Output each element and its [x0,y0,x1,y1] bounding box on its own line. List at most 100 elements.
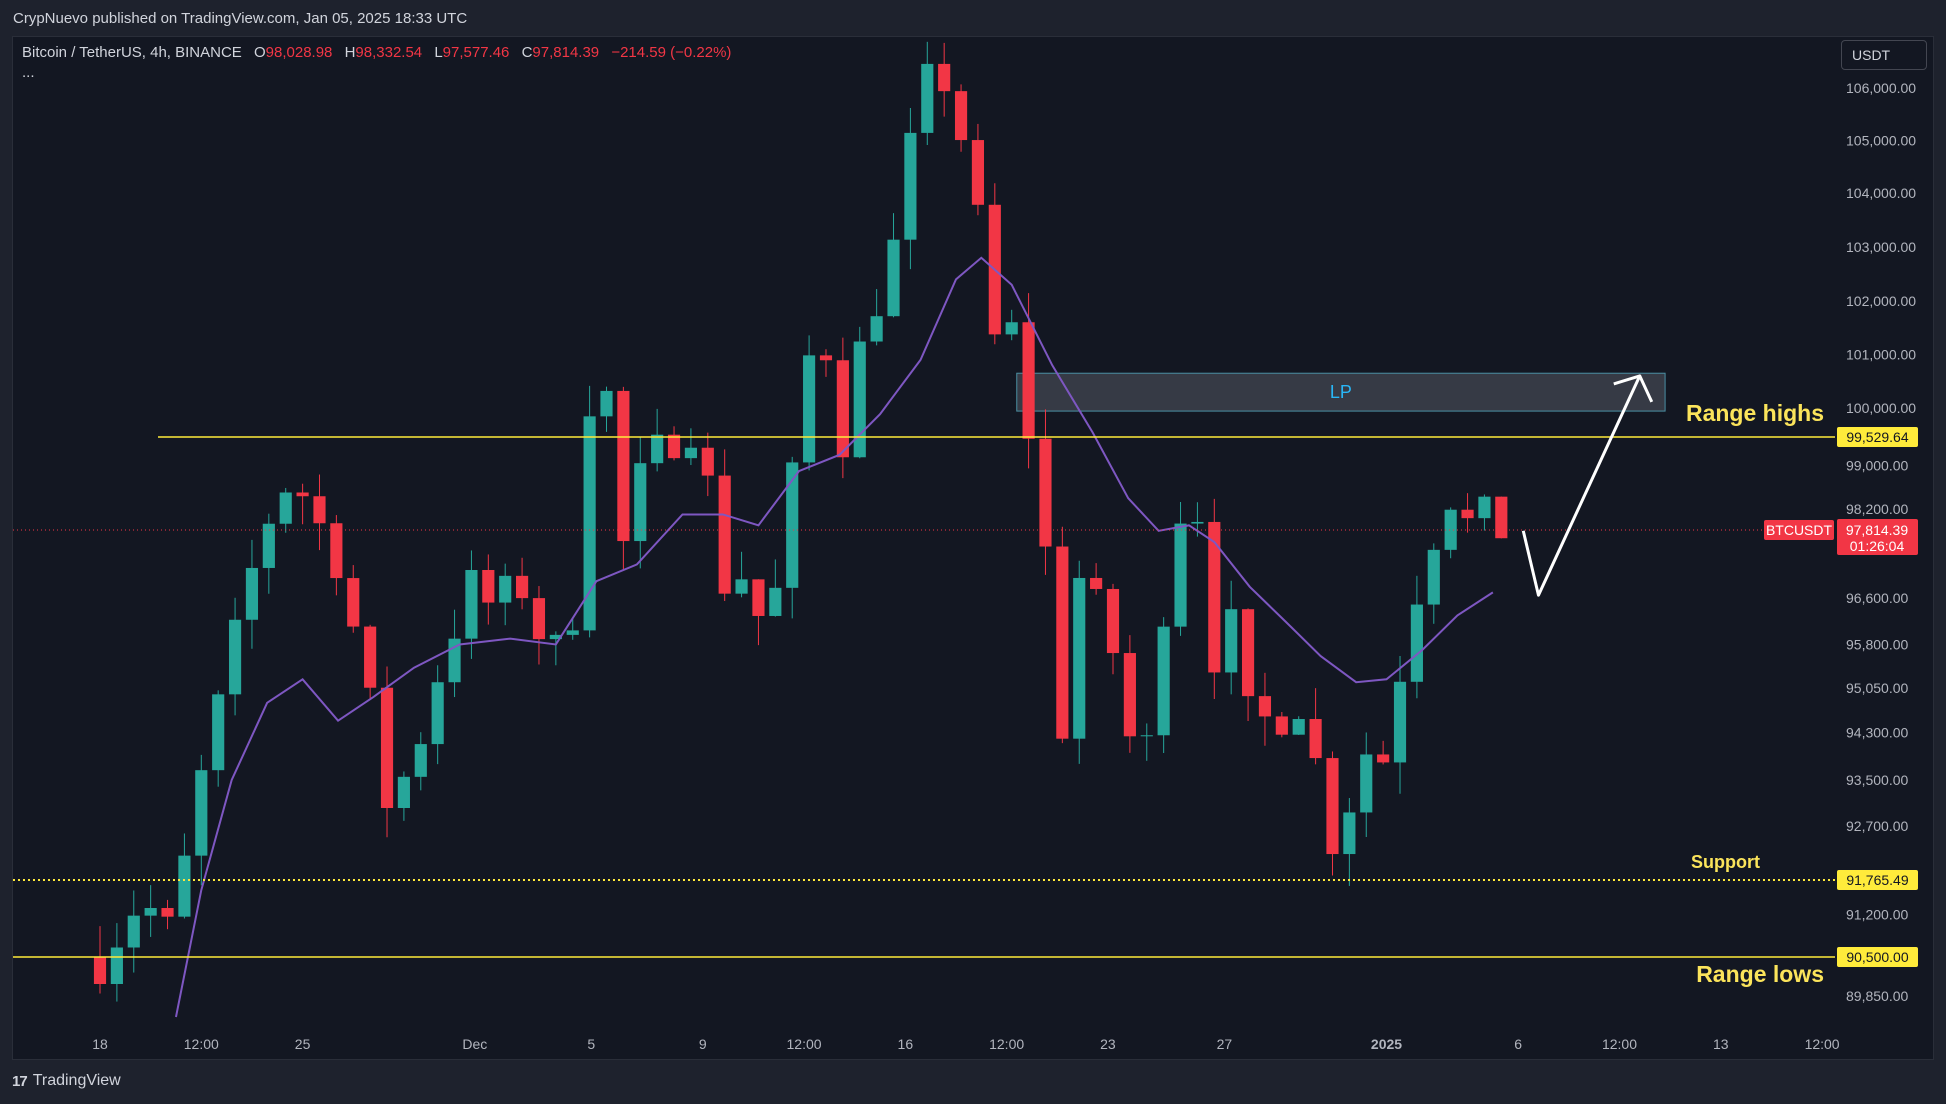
price-tick-label: 105,000.00 [1846,133,1916,149]
lp-zone [1016,372,1666,412]
candle-body [144,908,157,916]
candle-body [279,492,292,524]
time-tick-label: 25 [295,1036,311,1052]
candle-body [752,579,765,616]
ticker-tag-bg [1764,520,1834,540]
candle-body [853,341,866,458]
tradingview-logo-icon: 17 [12,1072,28,1090]
ticker-tag: BTCUSDT [1764,520,1834,540]
publish-banner: CrypNuevo published on TradingView.com, … [0,0,1946,36]
candle-body [1039,438,1052,547]
time-tick-label: 12:00 [787,1036,822,1052]
candle-body [617,390,630,542]
price-tick-label: 94,300.00 [1846,725,1908,741]
current-price-tag-bg [1837,519,1918,555]
candle-body [1157,626,1170,736]
symbol-title[interactable]: Bitcoin / TetherUS, 4h, BINANCE [22,44,242,61]
candle-body [1377,754,1390,763]
bar-countdown: 01:26:04 [1850,538,1905,554]
candle-body [1140,735,1153,737]
time-tick-label: 12:00 [1602,1036,1637,1052]
time-tick-label: 6 [1514,1036,1522,1052]
currency-unit-button[interactable]: USDT [1841,40,1927,70]
candle-body [1326,758,1339,855]
candle-body [701,447,714,476]
level-price-tag-text: 91,765.49 [1846,872,1908,888]
candle-body [1309,719,1322,759]
publish-text: CrypNuevo published on TradingView.com, … [13,10,468,27]
candle-body [364,626,377,688]
candle-body [921,63,934,133]
legend-more-button[interactable]: ... [22,64,35,81]
price-tick-label: 106,000.00 [1846,80,1916,96]
candle-body [583,416,596,631]
close-value: 97,814.39 [532,44,600,61]
candle-body [954,91,968,141]
candle-body [262,523,275,568]
price-tick-label: 98,200.00 [1846,501,1908,517]
price-tick-label: 95,800.00 [1846,636,1908,652]
price-tick-label: 99,000.00 [1846,458,1908,474]
time-tick-label: 27 [1217,1036,1233,1052]
price-tick-label: 89,850.00 [1846,988,1908,1004]
time-tick-label: 13 [1713,1036,1729,1052]
candle-body [465,569,478,639]
range-highs-annotation: Range highs [1686,400,1824,426]
candle-body [1208,521,1221,673]
candle-body [516,575,529,599]
low-label: L [434,44,443,61]
candle-body [482,569,495,603]
candle-body [786,462,799,588]
footer-brand[interactable]: 17 TradingView [12,1072,121,1090]
candle-body [1005,322,1018,335]
candle-body [887,239,900,317]
time-axis: 18 12:00 25 Dec 5 9 12:00 16 12:00 23 27 2025 6 12:00… [92,1036,1840,1052]
price-tick-label: 96,600.00 [1846,590,1908,606]
time-tick-label: 16 [898,1036,914,1052]
candle-body [212,694,225,771]
open-label: O [254,44,266,61]
time-tick-label: 9 [699,1036,707,1052]
open-value: 98,028.98 [265,44,333,61]
candle-body [971,140,985,205]
level-price-tag: 99,529.64 [1837,427,1918,447]
price-axis: 106,000.00 105,000.00 104,000.00 103,000.00… [1846,80,1916,1004]
candle-body [93,957,107,984]
candle-body [1275,716,1288,735]
candle-body [1022,322,1035,439]
candle-body [1393,681,1407,763]
candle-body [1191,521,1204,524]
candle-body [735,579,748,594]
candle-body [1056,546,1069,739]
high-value: 98,332.54 [355,44,423,61]
close-label: C [521,44,533,61]
change-value: −214.59 (−0.22%) [611,44,732,61]
price-tick-label: 93,500.00 [1846,772,1908,788]
level-price-tag: 90,500.00 [1837,947,1918,967]
price-tick-label: 102,000.00 [1846,293,1916,309]
time-tick-label: 18 [92,1036,108,1052]
candle-body [634,463,647,542]
candle-body [819,355,833,361]
candle-body [1106,588,1120,654]
candle-body [178,855,191,917]
candle-body [803,355,816,463]
candle-body [195,770,208,856]
support-annotation: Support [1691,852,1760,872]
level-price-tag-text: 90,500.00 [1846,949,1908,965]
candle-body [870,316,883,342]
candle-body [1478,496,1491,519]
time-tick-label: 2025 [1371,1036,1402,1052]
candle-body [380,687,394,808]
candle-body [1343,812,1356,855]
projection-path [1521,375,1642,597]
candle-body [566,630,579,635]
candle-body [1241,609,1255,697]
price-tick-label: 103,000.00 [1846,239,1916,255]
plot-area: LP Range highs Support Range lows [13,41,1835,1018]
moving-average-line [174,256,1494,1018]
candle-body [836,360,849,458]
candle-body [532,598,546,640]
